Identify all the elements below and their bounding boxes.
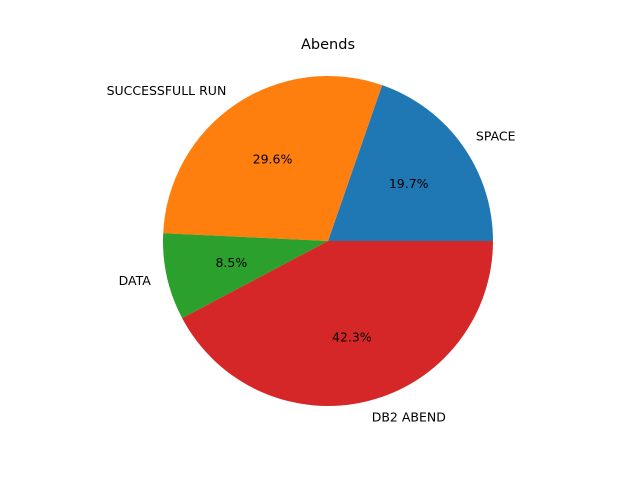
- slice-label-successfull-run: SUCCESSFULL RUN: [107, 83, 227, 98]
- chart-title: Abends: [301, 37, 355, 53]
- pie-slice-db2-abend: [182, 241, 494, 406]
- pie-slice-space: [328, 85, 493, 241]
- slice-label-data: DATA: [119, 273, 152, 288]
- slice-percent-db2-abend: 42.3%: [332, 330, 372, 345]
- pie-slice-data: [162, 233, 328, 319]
- slice-label-space: SPACE: [476, 128, 516, 143]
- pie-labels: SPACE 19.7% SUCCESSFULL RUN 29.6% DATA 8.5% DB…: [107, 83, 516, 424]
- pie-slice-successfull-run: [163, 76, 383, 242]
- slice-percent-successfull-run: 29.6%: [253, 151, 293, 166]
- slice-percent-space: 19.7%: [389, 176, 429, 191]
- pie-slices: [162, 76, 494, 406]
- slice-label-db2-abend: DB2 ABEND: [372, 410, 446, 425]
- slice-percent-data: 8.5%: [215, 255, 247, 270]
